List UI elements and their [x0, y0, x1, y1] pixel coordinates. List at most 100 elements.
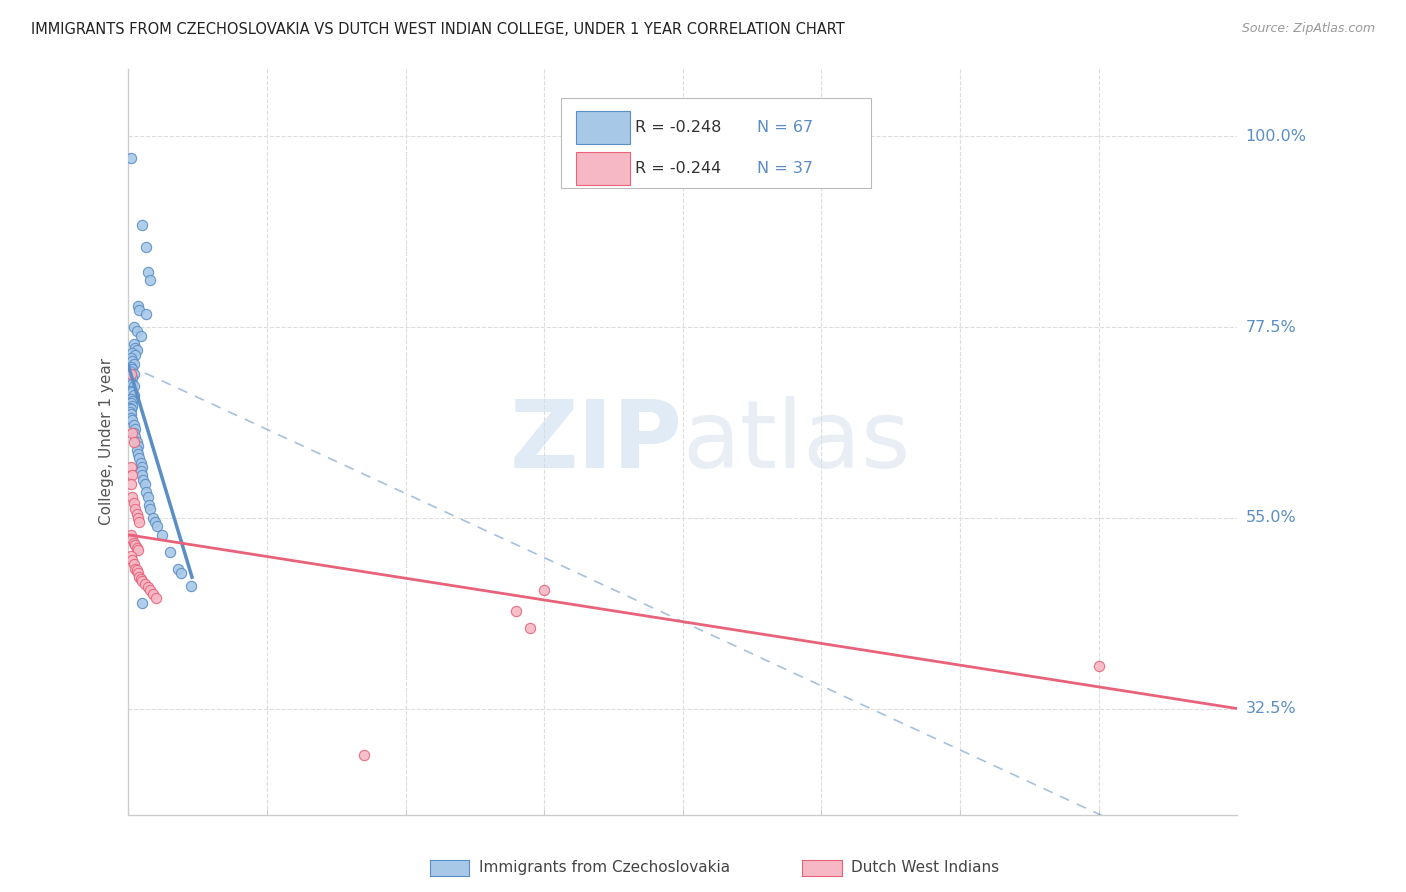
- Point: [146, 519, 169, 533]
- Point: [121, 354, 143, 368]
- Point: [142, 511, 165, 525]
- Text: N = 37: N = 37: [756, 161, 813, 176]
- Point: [143, 515, 166, 529]
- Point: [136, 580, 159, 594]
- Text: 55.0%: 55.0%: [1246, 510, 1296, 525]
- Point: [120, 549, 142, 563]
- Text: R = -0.248: R = -0.248: [636, 120, 721, 135]
- Point: [122, 417, 145, 432]
- Point: [125, 434, 148, 449]
- Point: [125, 343, 148, 357]
- Point: [135, 239, 157, 253]
- Point: [121, 371, 143, 385]
- Point: [139, 273, 162, 287]
- Point: [120, 384, 142, 398]
- Point: [121, 393, 143, 408]
- Point: [121, 413, 143, 427]
- Point: [505, 604, 527, 618]
- Text: 32.5%: 32.5%: [1246, 701, 1296, 716]
- Point: [170, 566, 193, 580]
- Text: IMMIGRANTS FROM CZECHOSLOVAKIA VS DUTCH WEST INDIAN COLLEGE, UNDER 1 YEAR CORREL: IMMIGRANTS FROM CZECHOSLOVAKIA VS DUTCH …: [31, 22, 845, 37]
- Point: [353, 748, 375, 763]
- Text: Immigrants from Czechoslovakia: Immigrants from Czechoslovakia: [479, 861, 730, 875]
- Point: [125, 507, 148, 521]
- Point: [121, 399, 143, 413]
- Point: [122, 434, 145, 449]
- Point: [125, 324, 148, 338]
- Point: [122, 357, 145, 371]
- Point: [124, 348, 146, 362]
- Point: [131, 460, 153, 475]
- Point: [127, 299, 149, 313]
- Point: [519, 621, 541, 635]
- Point: [121, 362, 143, 376]
- Point: [120, 367, 142, 381]
- Point: [134, 477, 156, 491]
- Point: [136, 490, 159, 504]
- Point: [122, 558, 145, 572]
- Text: N = 67: N = 67: [756, 120, 813, 135]
- Point: [118, 405, 141, 419]
- Point: [124, 430, 146, 444]
- Point: [127, 511, 149, 525]
- Point: [136, 265, 159, 279]
- Point: [134, 577, 156, 591]
- Point: [533, 582, 555, 597]
- Point: [120, 408, 142, 422]
- Point: [135, 485, 157, 500]
- Point: [131, 596, 153, 610]
- Point: [122, 379, 145, 393]
- Point: [124, 502, 146, 516]
- Point: [129, 456, 152, 470]
- Point: [167, 562, 190, 576]
- Point: [120, 396, 142, 410]
- Point: [122, 320, 145, 334]
- Point: [125, 443, 148, 458]
- Point: [129, 328, 152, 343]
- Point: [128, 451, 150, 466]
- Point: [121, 490, 143, 504]
- Point: [127, 566, 149, 580]
- Text: 100.0%: 100.0%: [1246, 128, 1306, 144]
- Point: [129, 572, 152, 586]
- Point: [142, 587, 165, 601]
- Point: [121, 385, 143, 400]
- Point: [121, 532, 143, 546]
- Point: [121, 425, 143, 440]
- Point: [125, 563, 148, 577]
- Point: [122, 425, 145, 440]
- Point: [122, 536, 145, 550]
- Point: [124, 538, 146, 552]
- FancyBboxPatch shape: [561, 98, 872, 188]
- Point: [131, 468, 153, 483]
- Point: [150, 528, 173, 542]
- Point: [120, 410, 142, 425]
- Point: [127, 439, 149, 453]
- Point: [159, 545, 181, 559]
- Point: [129, 464, 152, 478]
- Point: [138, 498, 160, 512]
- Text: Dutch West Indians: Dutch West Indians: [852, 861, 1000, 875]
- Y-axis label: College, Under 1 year: College, Under 1 year: [100, 358, 114, 525]
- Point: [124, 562, 146, 576]
- Text: R = -0.244: R = -0.244: [636, 161, 721, 176]
- Point: [180, 579, 202, 593]
- Point: [128, 515, 150, 529]
- Point: [120, 375, 142, 389]
- Point: [145, 591, 167, 606]
- Point: [122, 337, 145, 351]
- Point: [127, 447, 149, 461]
- Text: 77.5%: 77.5%: [1246, 319, 1296, 334]
- Point: [120, 368, 142, 383]
- Point: [125, 541, 148, 555]
- Point: [128, 570, 150, 584]
- Point: [122, 388, 145, 402]
- Text: Source: ZipAtlas.com: Source: ZipAtlas.com: [1241, 22, 1375, 36]
- Point: [120, 151, 142, 165]
- Point: [121, 468, 143, 483]
- Point: [122, 495, 145, 509]
- Point: [139, 502, 162, 516]
- Point: [120, 528, 142, 542]
- Point: [139, 582, 162, 597]
- Point: [121, 376, 143, 391]
